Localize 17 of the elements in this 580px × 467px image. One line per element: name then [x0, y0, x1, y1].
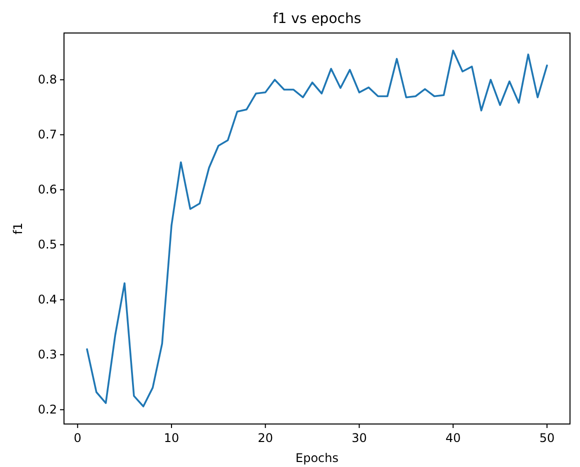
x-tick-label: 20: [258, 431, 274, 445]
line-series: [86, 50, 548, 408]
x-tick-label: 10: [164, 431, 180, 445]
y-tick-label: 0.8: [38, 72, 57, 87]
y-tick-label: 0.4: [38, 292, 57, 307]
x-tick-label: 0: [74, 431, 82, 445]
x-tick-label: 40: [445, 431, 461, 445]
y-tick-label: 0.3: [38, 348, 57, 362]
y-tick-label: 0.5: [38, 238, 57, 252]
y-axis-title: f1: [11, 222, 25, 234]
y-tick-label: 0.7: [38, 128, 57, 142]
x-tick-label: 50: [539, 431, 555, 445]
y-tick-label: 0.2: [38, 402, 57, 417]
x-axis-title: Epochs: [296, 451, 338, 465]
x-tick-label: 30: [352, 431, 367, 445]
y-tick-label: 0.6: [38, 182, 57, 197]
chart-title: f1 vs epochs: [272, 11, 362, 27]
